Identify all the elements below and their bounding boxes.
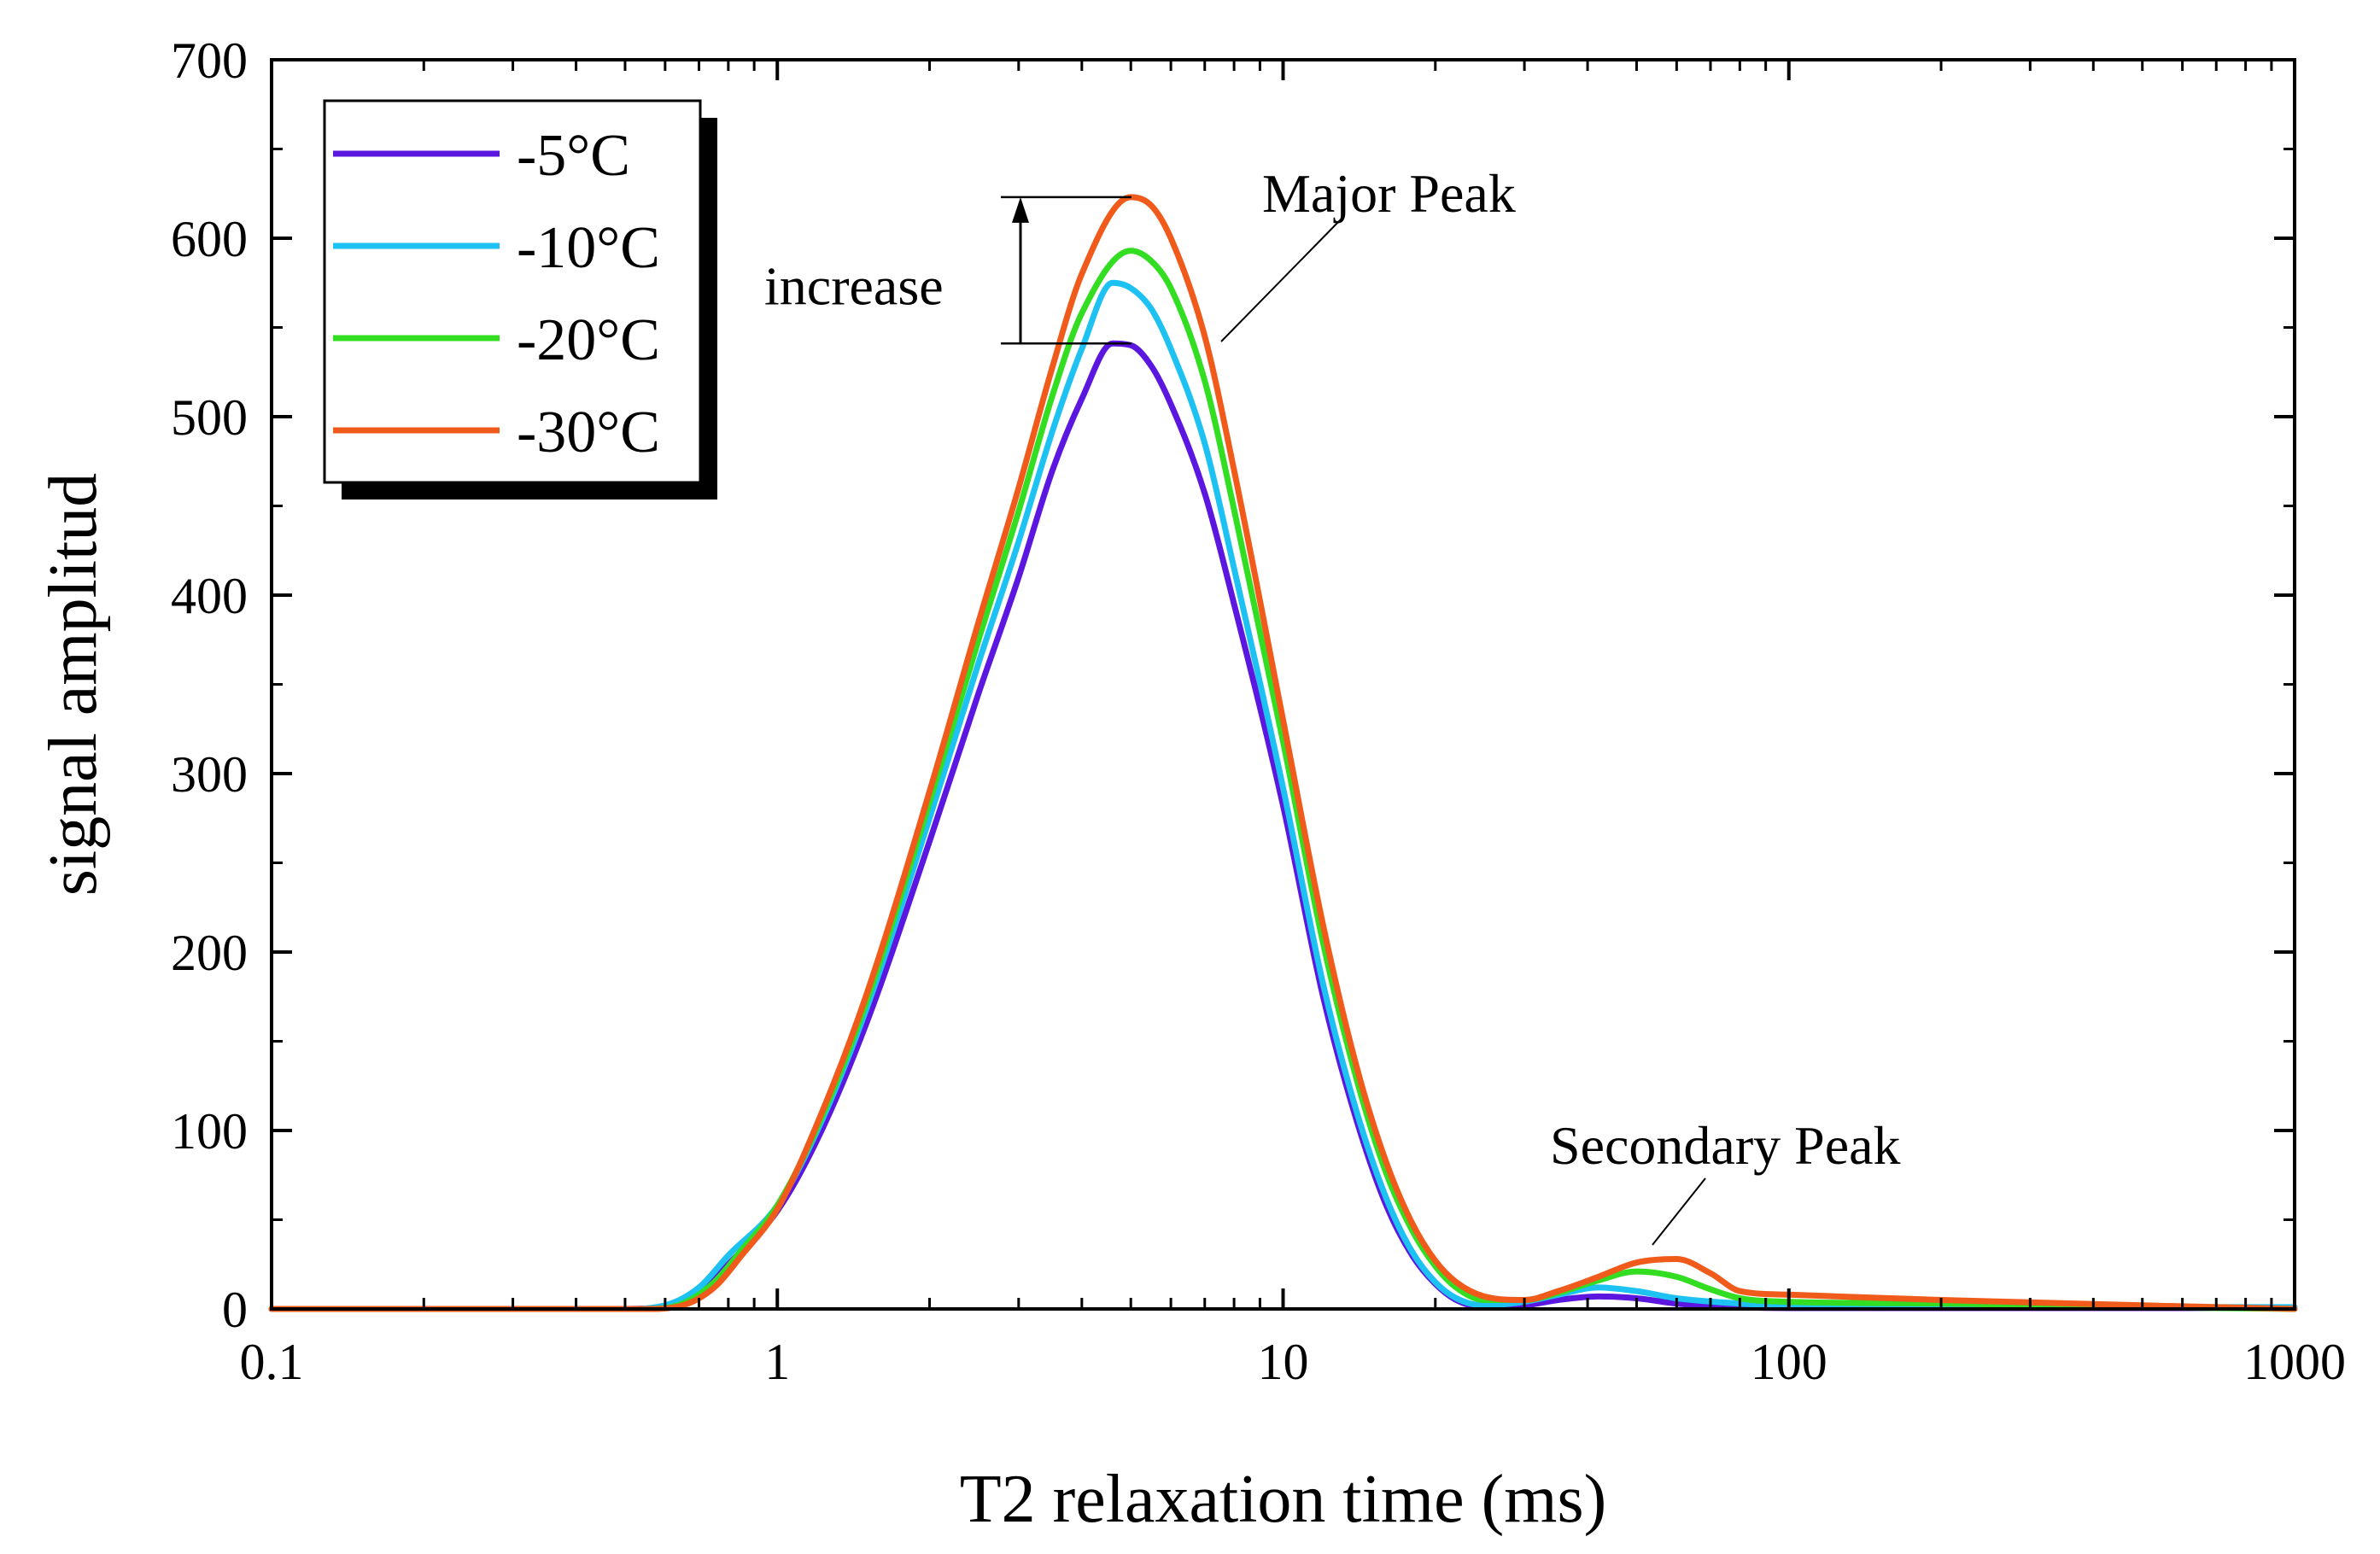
x-axis-title: T2 relaxation time (ms)	[960, 1462, 1607, 1537]
x-tick-label: 10	[1258, 1334, 1309, 1390]
x-tick-label: 100	[1751, 1334, 1827, 1390]
y-tick-label: 700	[171, 32, 248, 89]
legend-box	[323, 99, 702, 484]
frame-layer: 0 100 200 300 400 500 600 700 0.1 1 10 100 1000	[171, 32, 2346, 1390]
y-tick-label: 300	[171, 746, 248, 803]
y-axis-title: signal amplitud	[36, 473, 111, 897]
y-tick-label: 600	[171, 211, 248, 267]
x-tick-label: 1	[764, 1334, 790, 1390]
series-line-4	[268, 194, 2298, 1312]
legend-label-2: -10°C	[517, 215, 660, 281]
legend-label-3: -20°C	[517, 307, 660, 373]
legend-label-4: -30°C	[517, 400, 660, 465]
secondary-peak-label: Secondary Peak	[1550, 1115, 1901, 1176]
legend-label-1: -5°C	[517, 123, 630, 189]
y-tick-label: 100	[171, 1103, 248, 1160]
legend: -5°C -10°C -20°C -30°C	[323, 99, 717, 500]
y-tick-label: 400	[171, 568, 248, 624]
series-layer	[268, 194, 2298, 1312]
major-peak-label: Major Peak	[1262, 163, 1516, 224]
y-tick-label: 500	[171, 389, 248, 446]
y-tick-label: 200	[171, 925, 248, 981]
increase-arrow-head	[1012, 196, 1029, 223]
increase-label: increase	[764, 256, 944, 317]
series-line-1	[268, 340, 2298, 1312]
y-tick-label: 0	[222, 1282, 248, 1338]
annotation-layer: increase Major Peak Secondary Peak	[764, 163, 1901, 1246]
major-peak-leader	[1220, 217, 1343, 342]
x-tick-label: 1000	[2243, 1334, 2346, 1390]
x-tick-label: 0.1	[240, 1334, 304, 1390]
secondary-peak-leader	[1652, 1177, 1706, 1246]
